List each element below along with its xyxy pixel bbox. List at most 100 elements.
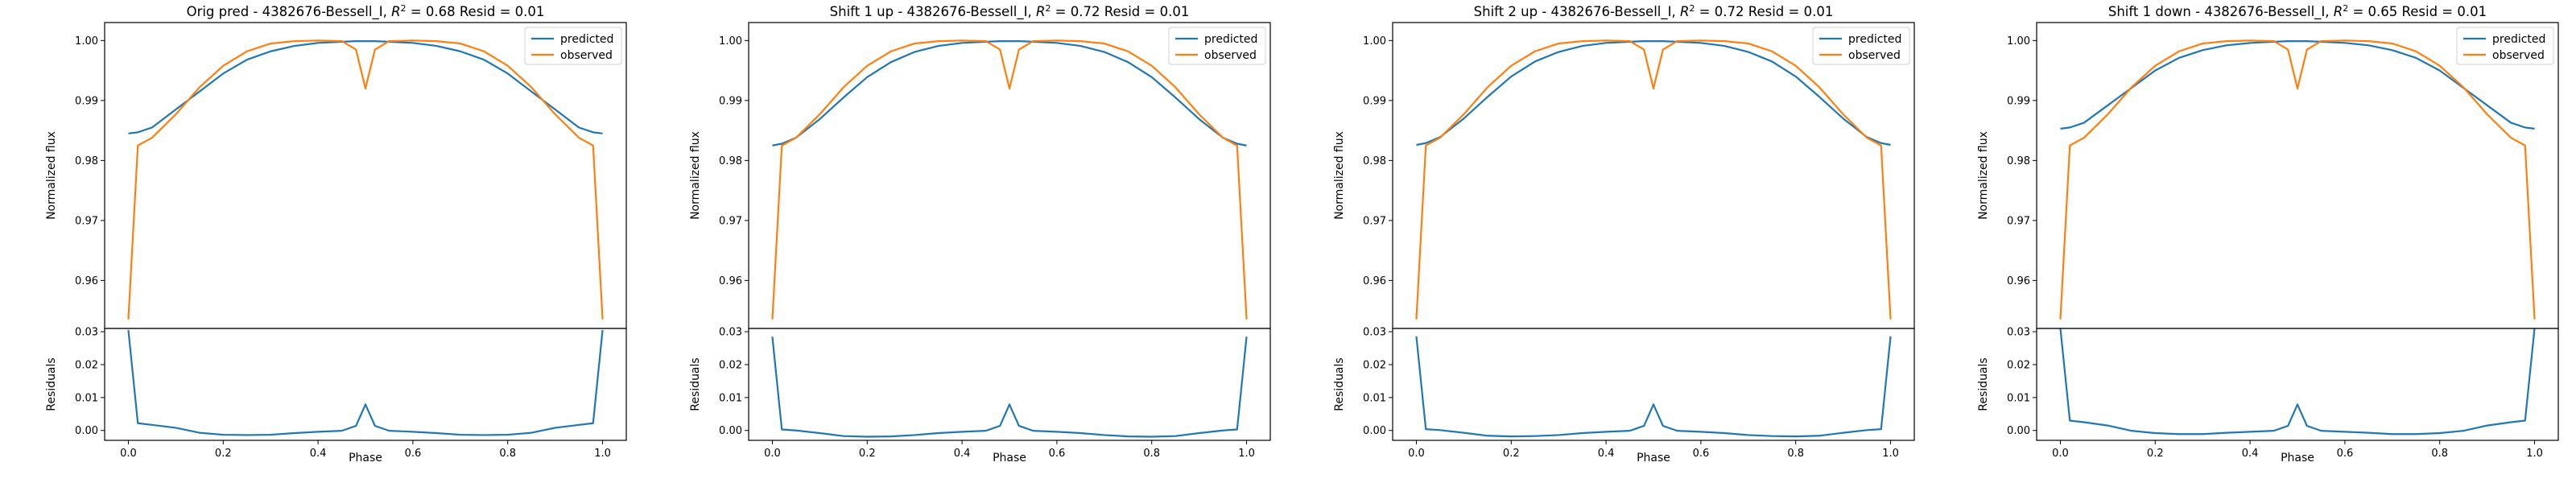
x-tick-label: 0.4 bbox=[1598, 448, 1615, 460]
legend: predicted observed bbox=[2456, 27, 2554, 65]
resid-y-tick-label: 0.03 bbox=[75, 327, 98, 339]
x-axis-label: Phase bbox=[2281, 452, 2314, 464]
y-tick-label: 1.00 bbox=[1363, 35, 1386, 47]
y-tick-label: 0.97 bbox=[75, 215, 98, 227]
resid-y-tick-label: 0.02 bbox=[719, 359, 742, 371]
x-tick-label: 0.8 bbox=[1787, 448, 1804, 460]
y-tick-label: 1.00 bbox=[75, 35, 98, 47]
subplot-2: 0.96 0.97 0.98 0.99 1.00 0.00 0.01 0.02 0.03 0.0 0… bbox=[689, 3, 1271, 464]
x-tick-label: 0.0 bbox=[1408, 448, 1425, 460]
y-axis-label: Normalized flux bbox=[1977, 131, 1990, 220]
legend: predicted observed bbox=[1812, 27, 1910, 65]
y-tick-label: 0.98 bbox=[1363, 155, 1386, 167]
y-axis-label: Normalized flux bbox=[689, 131, 702, 220]
x-tick-label: 1.0 bbox=[594, 448, 611, 460]
resid-axis-label: Residuals bbox=[1333, 357, 1346, 411]
y-tick-label: 0.96 bbox=[1363, 275, 1386, 287]
legend-label-observed: observed bbox=[1848, 49, 1901, 62]
resid-y-tick-label: 0.00 bbox=[2007, 425, 2030, 437]
legend: predicted observed bbox=[1168, 27, 1266, 65]
resid-y-tick-label: 0.02 bbox=[2007, 359, 2030, 371]
residuals-axes-frame bbox=[104, 328, 627, 441]
resid-y-tick-label: 0.02 bbox=[1363, 359, 1386, 371]
predicted-series-line bbox=[1416, 39, 1891, 147]
x-tick-label: 1.0 bbox=[2526, 448, 2543, 460]
x-tick-label: 0.0 bbox=[120, 448, 137, 460]
legend-label-predicted: predicted bbox=[2492, 33, 2545, 46]
residuals-series-line bbox=[1415, 336, 1892, 438]
x-tick-label: 0.6 bbox=[1049, 448, 1066, 460]
legend-label-observed: observed bbox=[1204, 49, 1257, 62]
legend-label-predicted: predicted bbox=[1204, 33, 1257, 46]
subplot-title: Shift 2 up - 4382676-Bessell_I, R2 = 0.7… bbox=[1474, 3, 1834, 20]
residuals-series-line bbox=[2059, 328, 2536, 436]
resid-y-tick-label: 0.00 bbox=[75, 425, 98, 437]
residuals-series-line bbox=[127, 329, 604, 436]
y-tick-label: 0.98 bbox=[75, 155, 98, 167]
resid-y-tick-label: 0.00 bbox=[1363, 425, 1386, 437]
x-tick-label: 0.6 bbox=[405, 448, 422, 460]
x-tick-label: 0.8 bbox=[1143, 448, 1160, 460]
x-axis-label: Phase bbox=[349, 452, 382, 464]
resid-y-tick-label: 0.03 bbox=[2007, 327, 2030, 339]
observed-series-line bbox=[1415, 39, 1892, 320]
resid-y-tick-label: 0.01 bbox=[2007, 392, 2030, 404]
resid-y-tick-label: 0.03 bbox=[1363, 327, 1386, 339]
y-tick-label: 0.97 bbox=[719, 215, 742, 227]
residuals-axes-frame bbox=[1392, 328, 1915, 441]
x-tick-label: 0.6 bbox=[1693, 448, 1710, 460]
x-tick-label: 0.2 bbox=[1503, 448, 1520, 460]
resid-y-tick-label: 0.01 bbox=[719, 392, 742, 404]
x-tick-label: 0.0 bbox=[2052, 448, 2069, 460]
residuals-axes-frame bbox=[748, 328, 1271, 441]
legend: predicted observed bbox=[524, 27, 622, 65]
y-tick-label: 0.98 bbox=[719, 155, 742, 167]
y-tick-label: 0.99 bbox=[1363, 95, 1386, 107]
resid-y-tick-label: 0.03 bbox=[719, 327, 742, 339]
y-tick-label: 0.96 bbox=[2007, 275, 2030, 287]
y-tick-label: 0.98 bbox=[2007, 155, 2030, 167]
residuals-axes-frame bbox=[2036, 328, 2559, 441]
observed-series-line bbox=[771, 39, 1248, 320]
y-axis-label: Normalized flux bbox=[1333, 131, 1346, 220]
y-tick-label: 1.00 bbox=[2007, 35, 2030, 47]
subplot-title: Shift 1 up - 4382676-Bessell_I, R2 = 0.7… bbox=[830, 3, 1190, 20]
x-tick-label: 1.0 bbox=[1238, 448, 1255, 460]
resid-axis-label: Residuals bbox=[45, 357, 58, 411]
x-tick-label: 0.6 bbox=[2337, 448, 2354, 460]
y-tick-label: 1.00 bbox=[719, 35, 742, 47]
y-tick-label: 0.99 bbox=[719, 95, 742, 107]
resid-y-tick-label: 0.01 bbox=[1363, 392, 1386, 404]
resid-y-tick-label: 0.01 bbox=[75, 392, 98, 404]
x-tick-label: 0.0 bbox=[764, 448, 781, 460]
x-tick-label: 0.4 bbox=[310, 448, 327, 460]
subplot-1: 0.96 0.97 0.98 0.99 1.00 0.00 0.01 0.02 0.03 0.0 0… bbox=[45, 3, 627, 464]
subplot-title: Orig pred - 4382676-Bessell_I, R2 = 0.68… bbox=[187, 3, 545, 20]
legend-label-predicted: predicted bbox=[1848, 33, 1901, 46]
subplot-4: 0.96 0.97 0.98 0.99 1.00 0.00 0.01 0.02 0.03 0.0 0… bbox=[1977, 3, 2559, 464]
x-tick-label: 0.4 bbox=[954, 448, 971, 460]
x-tick-label: 0.2 bbox=[215, 448, 232, 460]
legend-label-observed: observed bbox=[2492, 49, 2545, 62]
subplot-3: 0.96 0.97 0.98 0.99 1.00 0.00 0.01 0.02 0.03 0.0 0… bbox=[1333, 3, 1915, 464]
x-tick-label: 0.2 bbox=[2147, 448, 2164, 460]
observed-series-line bbox=[2059, 39, 2536, 320]
x-tick-label: 0.2 bbox=[859, 448, 876, 460]
resid-y-tick-label: 0.00 bbox=[719, 425, 742, 437]
y-tick-label: 0.96 bbox=[719, 275, 742, 287]
x-tick-label: 0.4 bbox=[2242, 448, 2259, 460]
resid-y-tick-label: 0.02 bbox=[75, 359, 98, 371]
y-tick-label: 0.97 bbox=[2007, 215, 2030, 227]
observed-series-line bbox=[127, 39, 604, 320]
resid-axis-label: Residuals bbox=[1977, 357, 1990, 411]
x-tick-label: 0.8 bbox=[2431, 448, 2448, 460]
y-tick-label: 0.99 bbox=[75, 95, 98, 107]
predicted-series-line bbox=[128, 39, 603, 134]
resid-axis-label: Residuals bbox=[689, 357, 702, 411]
y-tick-label: 0.99 bbox=[2007, 95, 2030, 107]
y-axis-label: Normalized flux bbox=[45, 131, 58, 220]
x-axis-label: Phase bbox=[1637, 452, 1670, 464]
predicted-series-line bbox=[772, 39, 1247, 147]
